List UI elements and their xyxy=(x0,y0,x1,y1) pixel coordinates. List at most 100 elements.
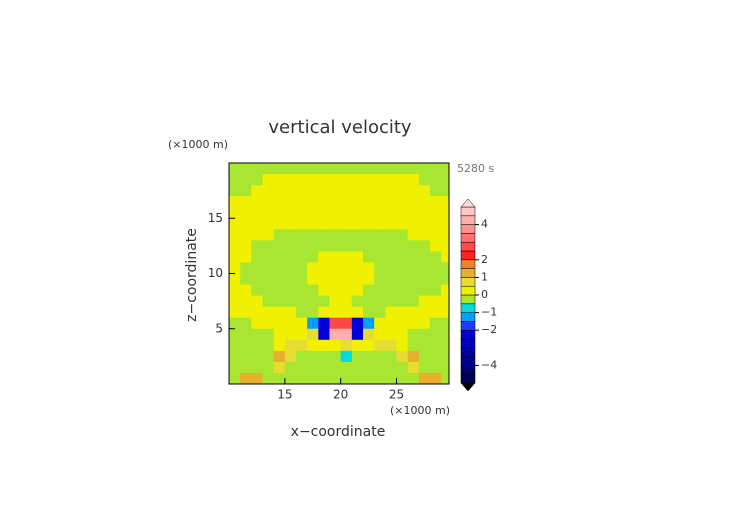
colorbar-band xyxy=(460,233,476,243)
field-cell xyxy=(407,218,420,230)
field-cell xyxy=(284,339,297,352)
field-cell xyxy=(385,306,397,319)
field-cell xyxy=(329,174,342,186)
colorbar-band xyxy=(460,365,476,375)
field-cell xyxy=(307,240,319,252)
field-cell xyxy=(407,317,420,330)
field-cell xyxy=(363,262,375,274)
field-cell xyxy=(240,339,252,352)
field-cell xyxy=(385,207,397,219)
field-cell xyxy=(229,207,241,219)
colorbar-band xyxy=(460,285,476,296)
field-cell xyxy=(251,361,263,374)
field-cell xyxy=(396,262,409,274)
axes: 15 20 25 5 10 15 xyxy=(208,162,450,402)
field-cell xyxy=(229,306,241,319)
field-cell xyxy=(441,361,450,374)
field-cell xyxy=(340,361,353,374)
field-cell xyxy=(351,185,364,197)
field-cell xyxy=(340,185,353,197)
colorbar-band xyxy=(460,373,476,384)
field-cell xyxy=(396,174,409,186)
field-cell xyxy=(340,229,353,241)
field-cell xyxy=(240,218,252,230)
field-cell xyxy=(240,163,252,175)
field-cell xyxy=(430,350,442,363)
field-cell xyxy=(340,306,353,319)
colorbar-band xyxy=(460,277,476,287)
field-cell xyxy=(307,185,319,197)
field-cell xyxy=(441,328,450,341)
colorbar-tick-label: −2 xyxy=(481,323,497,336)
field-cell xyxy=(251,251,263,263)
field-cell xyxy=(296,229,308,241)
field-cell xyxy=(374,251,386,263)
field-cell xyxy=(396,317,409,330)
field-cell xyxy=(296,317,308,330)
field-cell xyxy=(296,196,308,208)
field-cell xyxy=(251,196,263,208)
field-cell xyxy=(273,328,286,341)
field-cell xyxy=(340,284,353,296)
field-cell xyxy=(351,284,364,296)
field-cell xyxy=(284,251,297,263)
field-cell xyxy=(374,207,386,219)
field-cell xyxy=(418,350,431,363)
field-cell xyxy=(329,317,342,330)
field-cell xyxy=(229,185,241,197)
field-cell xyxy=(351,251,364,263)
field-cell xyxy=(318,350,330,363)
field-cell xyxy=(296,361,308,374)
field-cell xyxy=(240,284,252,296)
field-cell xyxy=(307,218,319,230)
field-cell xyxy=(229,350,241,363)
field-cell xyxy=(318,240,330,252)
field-cell xyxy=(418,284,431,296)
field-cell xyxy=(273,317,286,330)
field-cell xyxy=(396,240,409,252)
field-cell xyxy=(396,328,409,341)
field-cell xyxy=(251,185,263,197)
field-cell xyxy=(329,163,342,175)
field-cell xyxy=(296,163,308,175)
y-axis-label: z−coordinate xyxy=(184,228,200,322)
field-cell xyxy=(229,273,241,285)
field-cell xyxy=(262,317,275,330)
field-cell xyxy=(418,174,431,186)
field-cell xyxy=(351,372,364,385)
field-cell xyxy=(284,306,297,319)
field-cell xyxy=(340,350,353,363)
field-cell xyxy=(240,273,252,285)
field-cell xyxy=(262,284,275,296)
field-cell xyxy=(374,262,386,274)
field-cell xyxy=(407,207,420,219)
field-cell xyxy=(251,284,263,296)
field-cell xyxy=(418,229,431,241)
field-cell xyxy=(351,317,364,330)
field-cell xyxy=(351,240,364,252)
field-cell xyxy=(296,295,308,308)
field-cell xyxy=(363,317,375,330)
field-cell xyxy=(329,207,342,219)
colorbar-under xyxy=(460,382,476,392)
field-cell xyxy=(307,163,319,175)
colorbar-tick-label: 2 xyxy=(481,253,488,266)
field-cell xyxy=(396,273,409,285)
field-cell xyxy=(329,240,342,252)
field-cell xyxy=(430,328,442,341)
field-cell xyxy=(430,207,442,219)
field-cell xyxy=(284,295,297,308)
field-cell xyxy=(340,273,353,285)
field-cell xyxy=(430,361,442,374)
colorbar-band xyxy=(460,338,476,349)
chart-title: vertical velocity xyxy=(268,117,412,138)
field-cell xyxy=(363,185,375,197)
field-cell xyxy=(340,262,353,274)
field xyxy=(229,163,450,385)
field-cell xyxy=(407,174,420,186)
field-cell xyxy=(318,218,330,230)
field-cell xyxy=(229,196,241,208)
field-cell xyxy=(441,185,450,197)
field-cell xyxy=(251,262,263,274)
field-cell xyxy=(329,273,342,285)
